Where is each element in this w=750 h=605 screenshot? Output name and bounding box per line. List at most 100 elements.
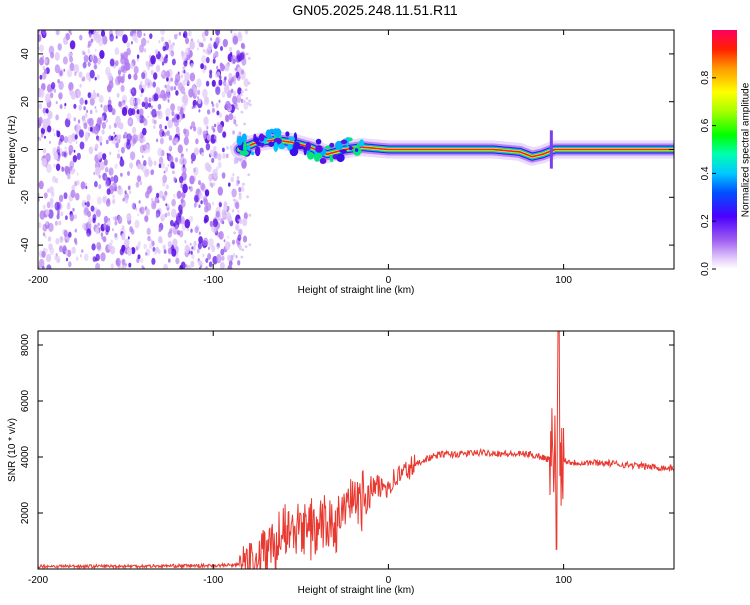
noise-blob [38, 258, 45, 269]
noise-blob [117, 69, 122, 76]
noise-blob [90, 205, 95, 212]
noise-blob [169, 228, 173, 234]
noise-blob [83, 207, 89, 216]
noise-blob [115, 142, 119, 149]
noise-blob [169, 52, 172, 56]
noise-blob [122, 73, 126, 78]
noise-blob [230, 30, 233, 34]
noise-blob [217, 161, 222, 169]
noise-blob [124, 197, 129, 204]
noise-blob [50, 51, 55, 59]
ridge-blob [319, 158, 327, 164]
noise-blob [218, 99, 221, 104]
noise-blob [138, 133, 141, 138]
noise-blob [118, 81, 121, 85]
noise-blob [157, 147, 163, 157]
noise-blob [207, 253, 212, 260]
noise-blob [128, 119, 132, 125]
noise-blob [137, 163, 141, 170]
noise-blob [45, 220, 49, 226]
noise-blob [179, 230, 184, 238]
noise-blob [69, 160, 75, 169]
noise-blob [72, 155, 78, 163]
noise-blob [68, 82, 74, 91]
noise-blob [49, 140, 51, 144]
noise-blob [74, 240, 77, 244]
noise-blob [224, 76, 227, 81]
noise-blob [89, 69, 95, 79]
noise-blob [153, 125, 156, 129]
noise-blob [127, 171, 130, 176]
x-tick-label: -100 [203, 575, 223, 586]
noise-blob [144, 77, 150, 86]
noise-blob [161, 216, 164, 221]
noise-blob [75, 126, 79, 132]
noise-blob [69, 62, 75, 72]
noise-blob [177, 81, 183, 91]
noise-blob [171, 58, 176, 66]
ridge-blob [345, 137, 350, 147]
noise-blob [165, 184, 169, 190]
noise-blob [202, 36, 206, 42]
noise-blob [211, 103, 215, 107]
noise-blob [121, 225, 125, 231]
noise-blob [222, 131, 227, 138]
ridge-blob [339, 149, 347, 154]
noise-dot [238, 95, 242, 99]
noise-blob [183, 136, 189, 146]
noise-blob [49, 247, 55, 256]
noise-blob [136, 30, 142, 38]
noise-blob [235, 54, 241, 63]
noise-blob [218, 231, 224, 240]
noise-blob [70, 32, 73, 36]
noise-blob [42, 107, 47, 114]
noise-blob [215, 210, 220, 218]
noise-blob [238, 194, 242, 200]
noise-blob [212, 218, 218, 228]
noise-blob [105, 179, 110, 188]
noise-blob [68, 144, 74, 154]
noise-blob [39, 57, 44, 66]
noise-blob [53, 151, 59, 161]
noise-blob [58, 220, 62, 226]
noise-blob [68, 231, 72, 238]
noise-blob [140, 93, 143, 98]
noise-dot [243, 122, 247, 126]
x-tick-label: 0 [386, 275, 392, 286]
noise-dot [247, 173, 251, 177]
noise-blob [87, 44, 90, 49]
noise-blob [216, 254, 222, 264]
noise-dot [245, 52, 249, 56]
noise-blob [55, 101, 58, 105]
noise-blob [206, 125, 209, 130]
noise-blob [196, 248, 200, 254]
noise-blob [230, 88, 234, 94]
noise-blob [127, 185, 131, 191]
noise-blob [221, 91, 226, 98]
noise-blob [62, 245, 67, 252]
noise-blob [217, 186, 223, 196]
noise-blob [177, 230, 181, 236]
noise-blob [237, 209, 240, 214]
noise-blob [193, 202, 197, 208]
noise-dot [240, 110, 244, 114]
noise-blob [150, 169, 155, 175]
ridge-blob [314, 153, 320, 162]
noise-blob [197, 98, 202, 105]
noise-blob [74, 134, 78, 140]
noise-blob [200, 182, 206, 191]
noise-blob [58, 93, 62, 99]
noise-blob [209, 220, 214, 227]
noise-blob [221, 172, 226, 179]
noise-blob [136, 97, 141, 105]
noise-blob [108, 96, 111, 100]
noise-blob [179, 176, 184, 184]
colorbar-tick-label: 0.8 [700, 70, 711, 84]
noise-blob [209, 73, 213, 79]
noise-blob [132, 126, 137, 134]
noise-blob [83, 54, 89, 63]
noise-blob [66, 202, 71, 210]
x-tick-label: 100 [555, 575, 572, 586]
noise-blob [67, 68, 73, 78]
noise-blob [98, 174, 101, 179]
